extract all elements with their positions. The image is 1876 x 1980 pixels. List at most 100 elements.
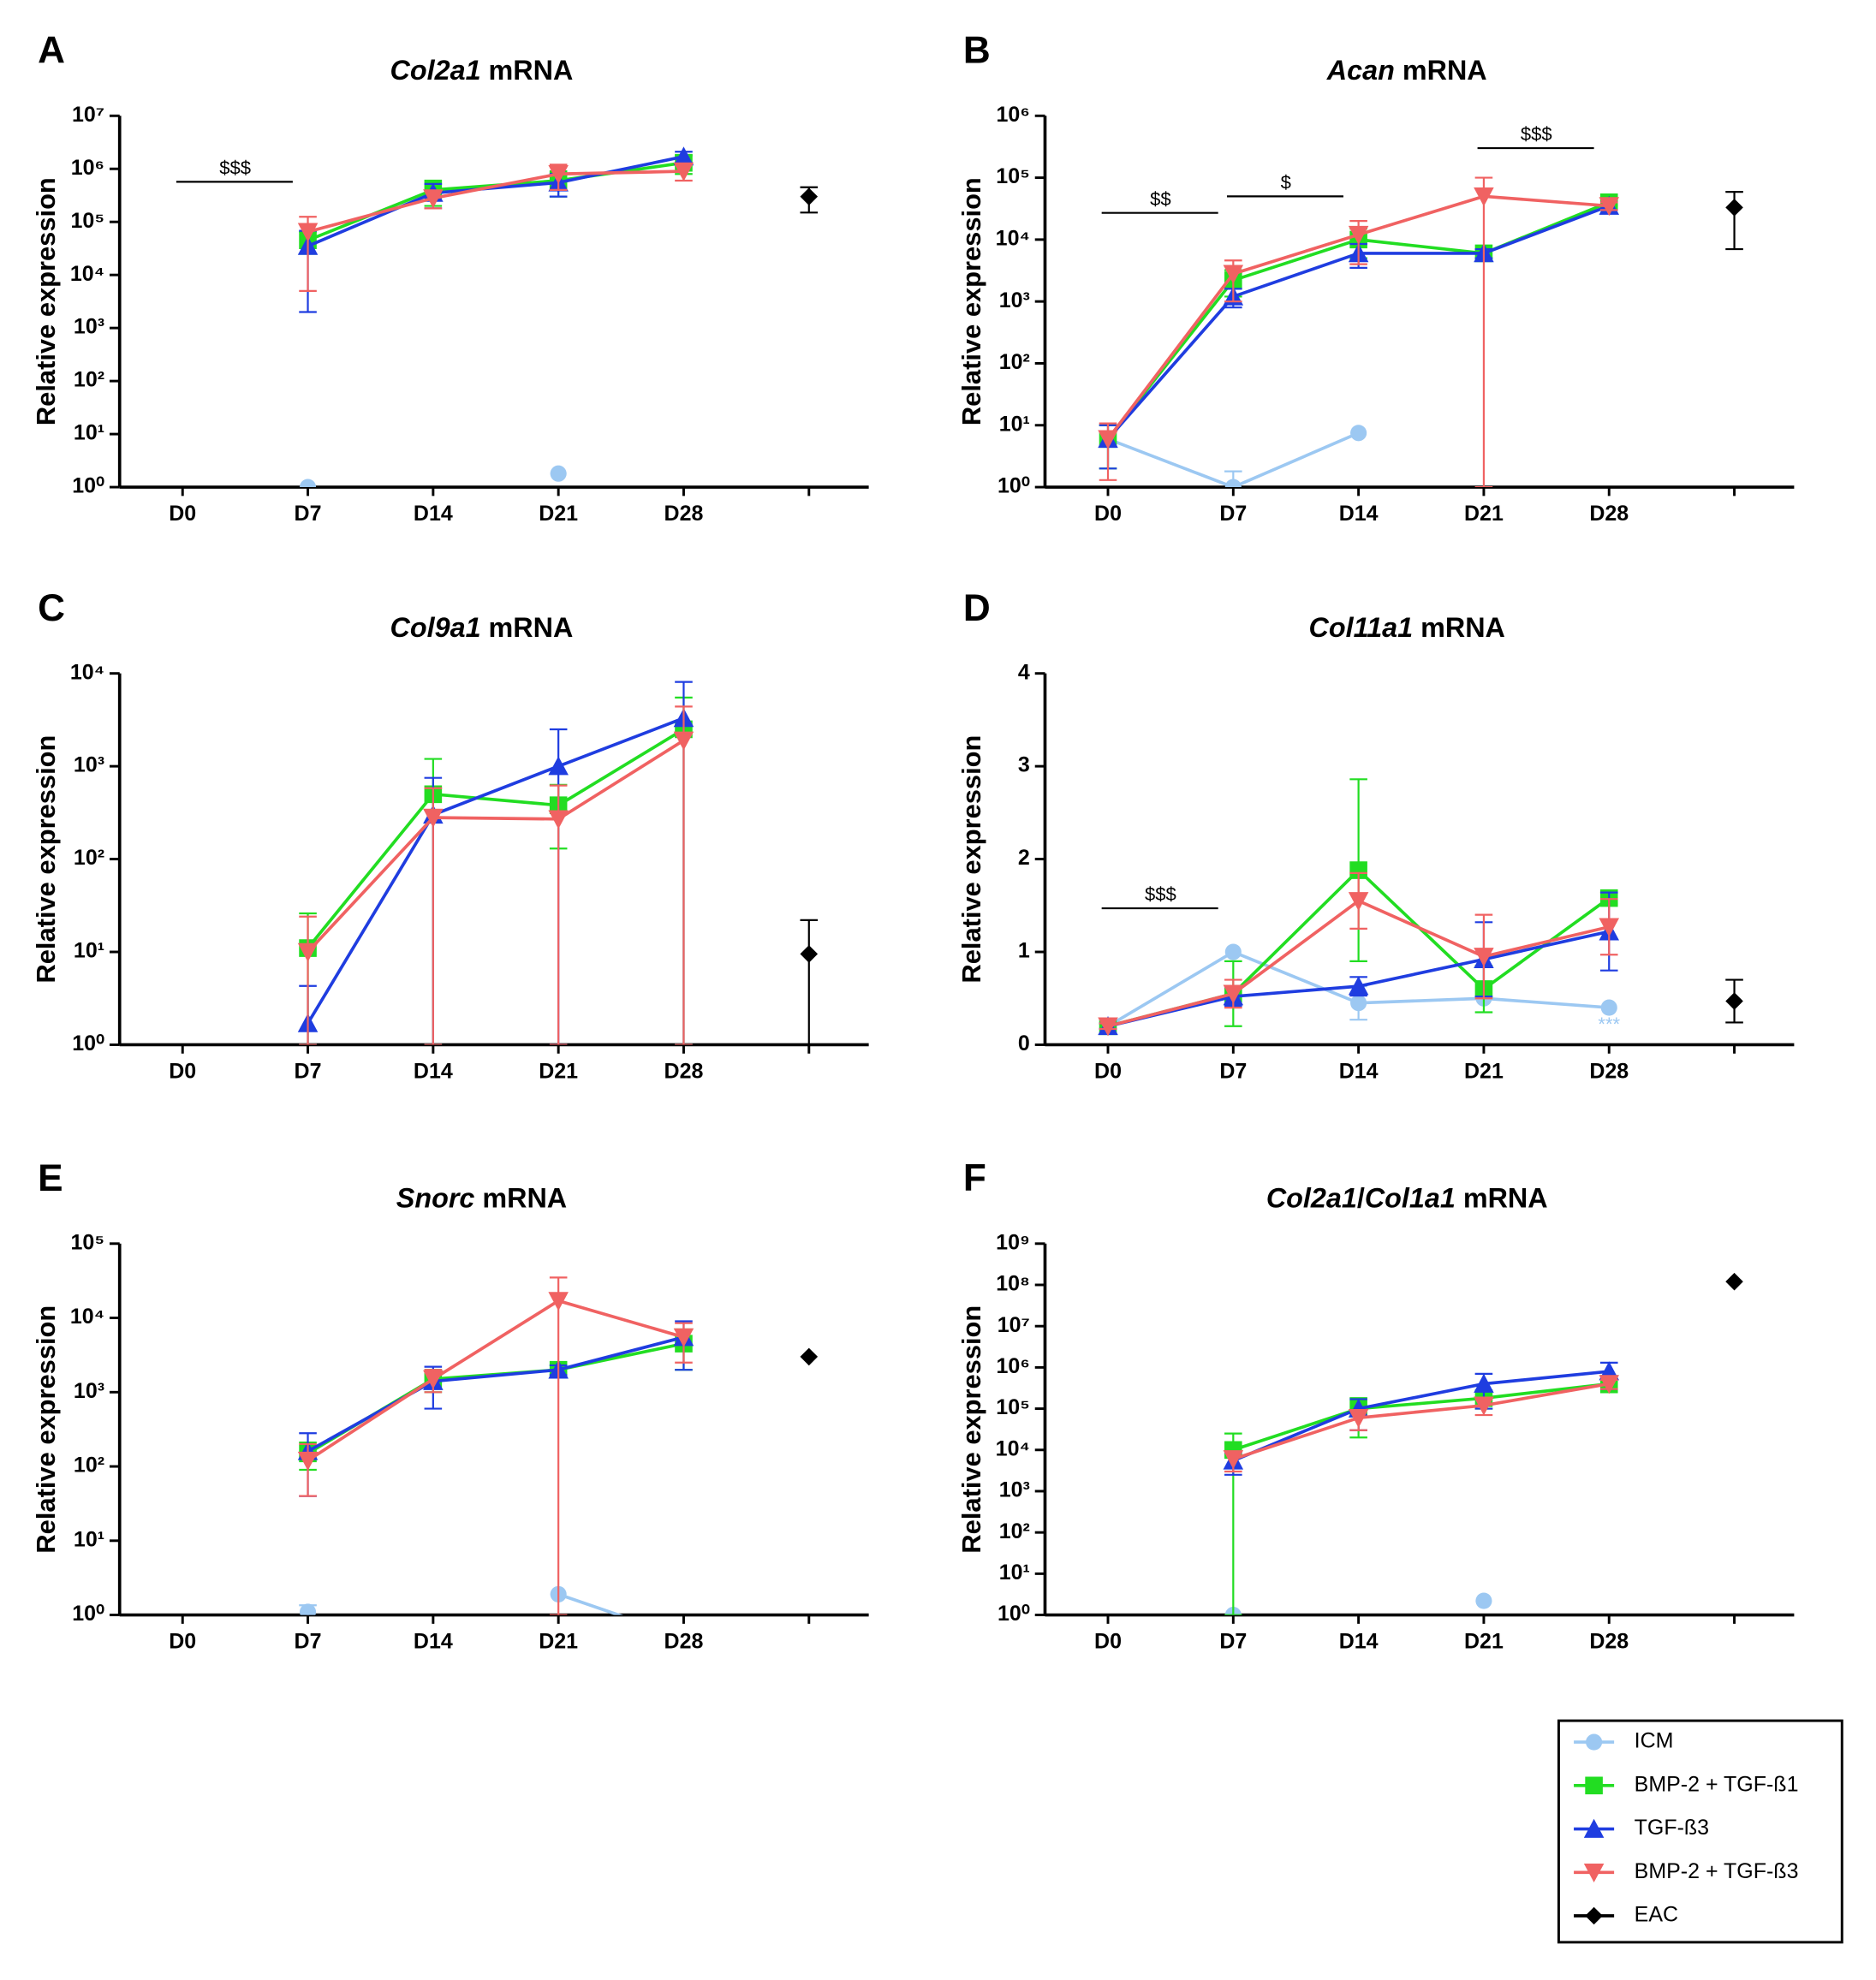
- y-tick-label: 10⁵: [71, 209, 105, 233]
- data-point: [1348, 225, 1369, 245]
- x-tick-label: D28: [1589, 1630, 1629, 1654]
- data-point: [800, 1347, 819, 1366]
- data-point: [423, 189, 444, 209]
- y-tick-label: 10¹: [74, 939, 104, 963]
- data-point: [299, 479, 317, 488]
- data-point: [297, 1451, 319, 1471]
- data-point: [1350, 425, 1367, 442]
- data-point: [800, 187, 819, 205]
- significance-label: $$$: [219, 158, 251, 179]
- y-tick-label: 10⁶: [71, 156, 104, 180]
- chart-title: Col9a1 mRNA: [390, 612, 574, 643]
- significance-label: ***: [1598, 1014, 1620, 1035]
- data-point: [423, 808, 444, 828]
- y-axis-label: Relative expression: [956, 177, 986, 425]
- legend-label: ICM: [1635, 1729, 1674, 1753]
- data-point: [1474, 1396, 1494, 1416]
- series-line: [307, 169, 684, 234]
- data-point: [1599, 918, 1620, 937]
- panel-letter: E: [38, 1157, 63, 1199]
- x-tick-label: D21: [1464, 502, 1504, 526]
- y-tick-label: 10⁶: [997, 1354, 1030, 1378]
- plot-area: [297, 146, 819, 488]
- x-tick-label: D21: [1464, 1059, 1504, 1083]
- title-part: Col1a1: [1365, 1182, 1456, 1213]
- y-tick-label: 10⁴: [70, 1305, 104, 1329]
- y-tick-label: 10⁴: [996, 1436, 1030, 1460]
- y-tick-label: 10²: [999, 350, 1030, 374]
- y-tick-label: 10⁰: [998, 474, 1030, 498]
- title-part: Col2a1: [390, 54, 481, 85]
- x-tick-label: D14: [414, 502, 453, 526]
- legend-label: TGF-ß3: [1635, 1816, 1709, 1840]
- y-axis-label: Relative expression: [31, 177, 61, 425]
- title-part: mRNA: [481, 612, 574, 643]
- data-point: [297, 942, 319, 962]
- plot-area: [297, 681, 819, 1045]
- y-tick-label: 10⁸: [996, 1272, 1030, 1296]
- y-axis-label: Relative expression: [956, 1305, 986, 1554]
- legend-marker: [1586, 1733, 1603, 1751]
- series-line: [307, 1299, 684, 1462]
- series-line: [307, 1341, 684, 1455]
- data-point: [1474, 948, 1494, 967]
- y-tick-label: 10³: [999, 288, 1030, 312]
- panel-letter: F: [963, 1157, 986, 1199]
- data-point: [1223, 984, 1244, 1004]
- chart-title: Col11a1 mRNA: [1309, 612, 1505, 643]
- y-tick-label: 10⁵: [996, 164, 1030, 188]
- y-tick-label: 10³: [999, 1478, 1030, 1502]
- title-part: Col11a1: [1309, 612, 1414, 643]
- error-bar: [800, 919, 819, 1045]
- x-tick-label: D0: [169, 1630, 196, 1654]
- y-tick-label: 10⁴: [70, 660, 104, 684]
- data-point: [1098, 1017, 1118, 1037]
- data-point: [548, 756, 569, 776]
- y-tick-label: 10⁰: [72, 474, 104, 498]
- y-tick-label: 10³: [74, 315, 104, 339]
- y-axis-label: Relative expression: [956, 735, 986, 984]
- x-tick-label: D7: [1219, 502, 1247, 526]
- error-bar: [1474, 176, 1493, 488]
- y-tick-label: 10¹: [999, 1561, 1030, 1585]
- y-tick-label: 10⁷: [72, 103, 104, 127]
- panel: B Acan mRNA Relative expression 10⁰ 10¹ 10² 10…: [956, 29, 1795, 526]
- x-tick-label: D0: [1094, 502, 1122, 526]
- y-tick-label: 4: [1018, 660, 1030, 684]
- y-tick-label: 10¹: [74, 421, 104, 445]
- data-point: [1475, 1592, 1492, 1609]
- y-tick-label: 10⁰: [998, 1602, 1030, 1626]
- x-tick-label: D7: [295, 1630, 322, 1654]
- x-tick-label: D28: [1589, 1059, 1629, 1083]
- y-tick-label: 10⁵: [71, 1230, 105, 1254]
- panel: D Col11a1 mRNA Relative expression 0 1 2 3 4 D0 D…: [956, 587, 1795, 1083]
- y-tick-label: 10⁴: [70, 262, 104, 286]
- y-tick-label: 10¹: [999, 412, 1030, 436]
- series-line: [1232, 1382, 1610, 1461]
- y-tick-label: 10³: [74, 1379, 104, 1403]
- x-tick-label: D14: [1339, 502, 1379, 526]
- series-line: [307, 739, 685, 954]
- panel: C Col9a1 mRNA Relative expression 10⁰ 10¹ 10²…: [31, 587, 869, 1083]
- panel: E Snorc mRNA Relative expression 10⁰ 10¹ 10² 1…: [31, 1157, 869, 1654]
- title-part: Col9a1: [390, 612, 481, 643]
- legend-marker: [1583, 1863, 1605, 1883]
- data-point: [1349, 861, 1367, 879]
- title-part: mRNA: [474, 1182, 567, 1213]
- title-part: Acan: [1326, 54, 1395, 85]
- data-point: [800, 945, 819, 963]
- x-tick-label: D7: [1219, 1630, 1247, 1654]
- panel: F Col2a1/Col1a1 mRNA Relative expression 10…: [956, 1157, 1795, 1654]
- data-point: [1600, 999, 1617, 1016]
- data-point: [550, 465, 567, 482]
- data-point: [1224, 943, 1242, 960]
- data-point: [673, 162, 694, 181]
- y-tick-label: 10²: [74, 846, 104, 870]
- error-bar: [424, 787, 443, 1045]
- series-line: [1107, 431, 1360, 488]
- legend-label: BMP-2 + TGF-ß1: [1635, 1772, 1799, 1796]
- data-point: [297, 223, 319, 242]
- x-tick-label: D7: [1219, 1059, 1247, 1083]
- data-point: [299, 1603, 317, 1615]
